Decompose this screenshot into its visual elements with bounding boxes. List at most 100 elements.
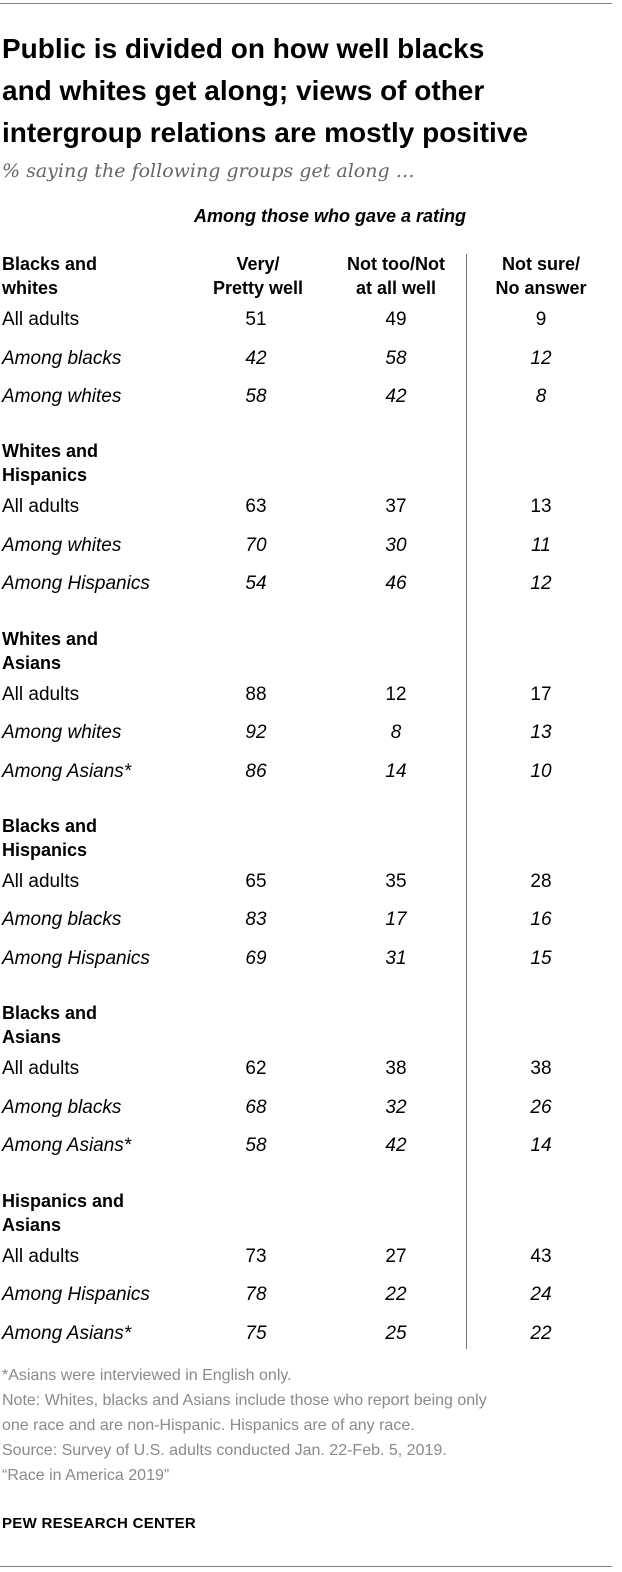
column-header-not-too-not-at-all: Not too/Not at all well [330, 252, 462, 300]
data-cell: 62 [245, 1058, 267, 1080]
group-title: Whites and Hispanics [2, 439, 98, 487]
group-title-line: Hispanics [2, 465, 88, 486]
group-title-line: Blacks and [2, 254, 98, 274]
row-label: Among whites [2, 534, 122, 556]
brand-label: PEW RESEARCH CENTER [2, 1515, 197, 1532]
footnote-asians: *Asians were interviewed in English only… [2, 1367, 292, 1384]
group-title-line: Hispanics [2, 839, 88, 860]
row-label: All adults [2, 309, 80, 330]
column-header-line: No answer [495, 278, 587, 298]
data-cell: 86 [245, 760, 267, 782]
title-line: Public is divided on how well blacks [2, 33, 485, 64]
data-cell: 13 [530, 722, 552, 744]
data-cell: 25 [385, 1322, 407, 1344]
report-title-line: “Race in America 2019” [2, 1467, 170, 1484]
bottom-rule [0, 1566, 612, 1567]
row-label: All adults [2, 1058, 80, 1080]
row-label: Among Asians* [2, 760, 132, 782]
data-cell: 32 [385, 1096, 407, 1118]
data-cell: 65 [245, 870, 267, 892]
data-cell: 75 [245, 1322, 267, 1344]
data-cell: 37 [385, 496, 407, 518]
data-cell: 15 [530, 947, 552, 969]
data-cell: 22 [530, 1322, 552, 1344]
data-cell: 12 [385, 683, 407, 705]
group-title-line: Whites and [2, 628, 99, 649]
data-cell: 24 [530, 1284, 552, 1305]
column-header-line: Not too/Not [347, 254, 445, 274]
group-title-line: Blacks and [2, 815, 98, 836]
data-cell: 43 [530, 1245, 552, 1267]
source-line: Source: Survey of U.S. adults conducted … [2, 1442, 447, 1459]
data-cell: 88 [245, 683, 267, 705]
chart-subtitle: % saying the following groups get along … [2, 160, 415, 182]
data-cell: 11 [531, 534, 551, 556]
data-cell: 38 [385, 1058, 407, 1080]
data-cell: 8 [535, 386, 547, 407]
data-cell: 26 [530, 1096, 552, 1118]
column-header-not-sure: Not sure/ No answer [480, 252, 602, 300]
notes: *Asians were interviewed in English only… [2, 1363, 614, 1488]
group-title: Hispanics and Asians [2, 1189, 124, 1237]
top-rule [0, 3, 612, 4]
data-cell: 63 [245, 496, 267, 518]
column-header-line: Pretty well [212, 278, 304, 298]
row-label: Among blacks [2, 347, 122, 369]
group-title: Whites and Asians [2, 627, 98, 675]
data-cell: 42 [245, 347, 267, 369]
data-cell: 38 [530, 1058, 552, 1080]
row-label: All adults [2, 870, 80, 892]
row-label: Among whites [2, 722, 122, 744]
row-label: All adults [2, 1245, 80, 1267]
data-cell: 31 [385, 947, 407, 969]
group-title-line: whites [2, 278, 59, 298]
column-header-line: Very/ [236, 254, 280, 274]
chart-title: Public is divided on how well blacks and… [2, 28, 614, 154]
data-cell: 83 [245, 909, 267, 931]
data-cell: 14 [530, 1135, 552, 1157]
data-cell: 54 [245, 573, 267, 595]
data-cell: 92 [245, 722, 267, 744]
column-header-very-pretty-well: Very/ Pretty well [194, 252, 322, 300]
data-cell: 35 [385, 870, 407, 892]
data-cell: 8 [390, 722, 402, 744]
data-cell: 69 [245, 947, 267, 969]
group-title: Blacks and Asians [2, 1001, 97, 1049]
data-cell: 12 [530, 573, 552, 595]
data-cell: 46 [385, 573, 407, 595]
column-header-line: at all well [355, 278, 437, 298]
data-cell: 28 [530, 870, 552, 892]
title-line: and whites get along; views of other [2, 75, 485, 106]
row-label: Among whites [2, 386, 122, 407]
note-line: Note: Whites, blacks and Asians include … [2, 1392, 487, 1409]
group-title-line: Asians [2, 1027, 62, 1048]
row-label: Among Hispanics [2, 947, 150, 969]
group-title-line: Blacks and [2, 1003, 98, 1024]
data-cell: 58 [245, 1135, 267, 1157]
data-cell: 12 [530, 347, 552, 369]
group-title-line: Asians [2, 652, 62, 673]
data-cell: 49 [385, 309, 407, 330]
data-cell: 58 [385, 347, 407, 369]
data-cell: 73 [245, 1245, 267, 1267]
data-cell: 68 [245, 1096, 267, 1118]
row-label: All adults [2, 683, 80, 705]
column-band-header: Among those who gave a rating [193, 206, 467, 226]
data-cell: 27 [385, 1245, 407, 1267]
title-line: intergroup relations are mostly positive [2, 117, 528, 148]
row-label: Among blacks [2, 909, 122, 931]
note-line: one race and are non-Hispanic. Hispanics… [2, 1417, 415, 1434]
data-cell: 17 [385, 909, 407, 931]
group-title: Blacks and whites [2, 252, 97, 300]
data-cell: 16 [530, 909, 552, 931]
group-title: Blacks and Hispanics [2, 814, 97, 862]
data-cell: 17 [530, 683, 552, 705]
data-cell: 70 [245, 534, 267, 556]
column-divider [466, 254, 467, 1349]
row-label: Among Hispanics [2, 1284, 150, 1305]
group-title-line: Whites and [2, 441, 99, 462]
data-cell: 9 [535, 309, 547, 330]
group-title-line: Asians [2, 1214, 62, 1235]
column-header-line: Not sure/ [501, 254, 580, 274]
data-cell: 42 [385, 386, 407, 407]
